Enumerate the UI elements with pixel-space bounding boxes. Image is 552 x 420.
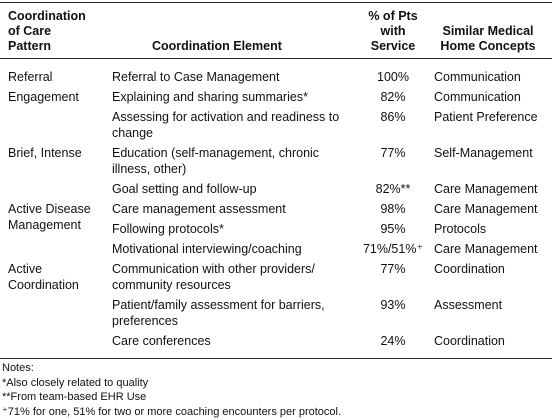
table-row: Brief, Intense Education (self-management… [0,141,552,177]
header-text: Coordination of Care Pattern [8,9,86,53]
percent-cell: 24% [380,334,406,348]
element-cell: Following protocols* [112,222,224,236]
pattern-cell: Engagement [8,90,79,104]
concept-cell: Coordination [434,262,505,276]
concept-cell: Assessment [434,298,503,312]
concept-cell: Self-Management [434,146,533,160]
element-cell: Referral to Case Management [112,70,280,84]
pattern-cell: Active Coordination [8,262,79,292]
concept-cell: Protocols [434,222,487,236]
header-cell: Similar Medical Home Concepts [428,2,552,59]
concept-cell: Care Management [434,242,538,256]
element-cell: Care conferences [112,334,211,348]
header-cell: Coordination Element [108,2,358,59]
percent-cell: 86% [380,110,406,124]
header-cell: Coordination of Care Pattern [0,2,108,59]
percent-cell: 82% [380,90,406,104]
concept-cell: Communication [434,90,521,104]
table-row: Following protocols* 95% Protocols [0,217,552,237]
notes-title: Notes: [2,362,34,374]
element-cell: Education (self-management, chronic illn… [112,146,320,176]
note-item: **From team-based EHR Use [2,391,147,403]
concept-cell: Care Management [434,202,538,216]
element-cell: Motivational interviewing/coaching [112,242,302,256]
header-text: Coordination Element [152,39,282,53]
header-text: % of Pts with Service [368,9,418,53]
pattern-cell: Brief, Intense [8,146,82,160]
concept-cell: Care Management [434,182,538,196]
percent-cell: 77% [380,146,406,160]
percent-cell: 77% [380,262,406,276]
pattern-cell: Referral [8,70,53,84]
pattern-cell: Active Disease Management [8,202,91,232]
percent-cell: 93% [380,298,406,312]
header-cell: % of Pts with Service [358,2,428,59]
element-cell: Explaining and sharing summaries* [112,90,308,104]
table-body: Referral Referral to Case Management 100% C… [0,59,552,359]
concept-cell: Communication [434,70,521,84]
table-row: Patient/family assessment for barriers, … [0,293,552,329]
concept-cell: Coordination [434,334,505,348]
header-text: Similar Medical Home Concepts [440,24,536,53]
header-row: Coordination of Care Pattern Coordinatio… [0,2,552,59]
element-cell: Care management assessment [112,202,286,216]
table-row: Active Disease Management Care management… [0,197,552,232]
element-cell: Communication with other providers/ comm… [112,262,315,292]
concept-cell: Patient Preference [434,110,538,124]
percent-cell: 71%/51%⁺ [362,242,424,256]
coordination-table: Coordination of Care Pattern Coordinatio… [0,2,552,359]
table-row: Referral Referral to Case Management 100% C… [0,59,552,86]
table-row: Motivational interviewing/coaching 71%/51… [0,237,552,257]
note-item: ⁺71% for one, 51% for two or more coachi… [2,405,342,418]
percent-cell: 95% [380,222,406,236]
table-row: Active Coordination Communication with ot… [0,257,552,293]
table-row: Goal setting and follow-up 82%** Care Mana… [0,177,552,197]
table-row: Assessing for activation and readiness t… [0,105,552,141]
element-cell: Patient/family assessment for barriers, … [112,298,325,328]
notes: Notes: *Also closely related to quality *… [2,361,341,419]
element-cell: Goal setting and follow-up [112,182,257,196]
percent-cell: 98% [380,202,406,216]
percent-cell: 82%** [375,182,411,196]
table-row: Engagement Explaining and sharing summari… [0,85,552,105]
element-cell: Assessing for activation and readiness t… [112,110,340,140]
note-item: *Also closely related to quality [2,376,149,389]
table-row: Care conferences 24% Coordination [0,329,552,359]
percent-cell: 100% [377,70,409,84]
